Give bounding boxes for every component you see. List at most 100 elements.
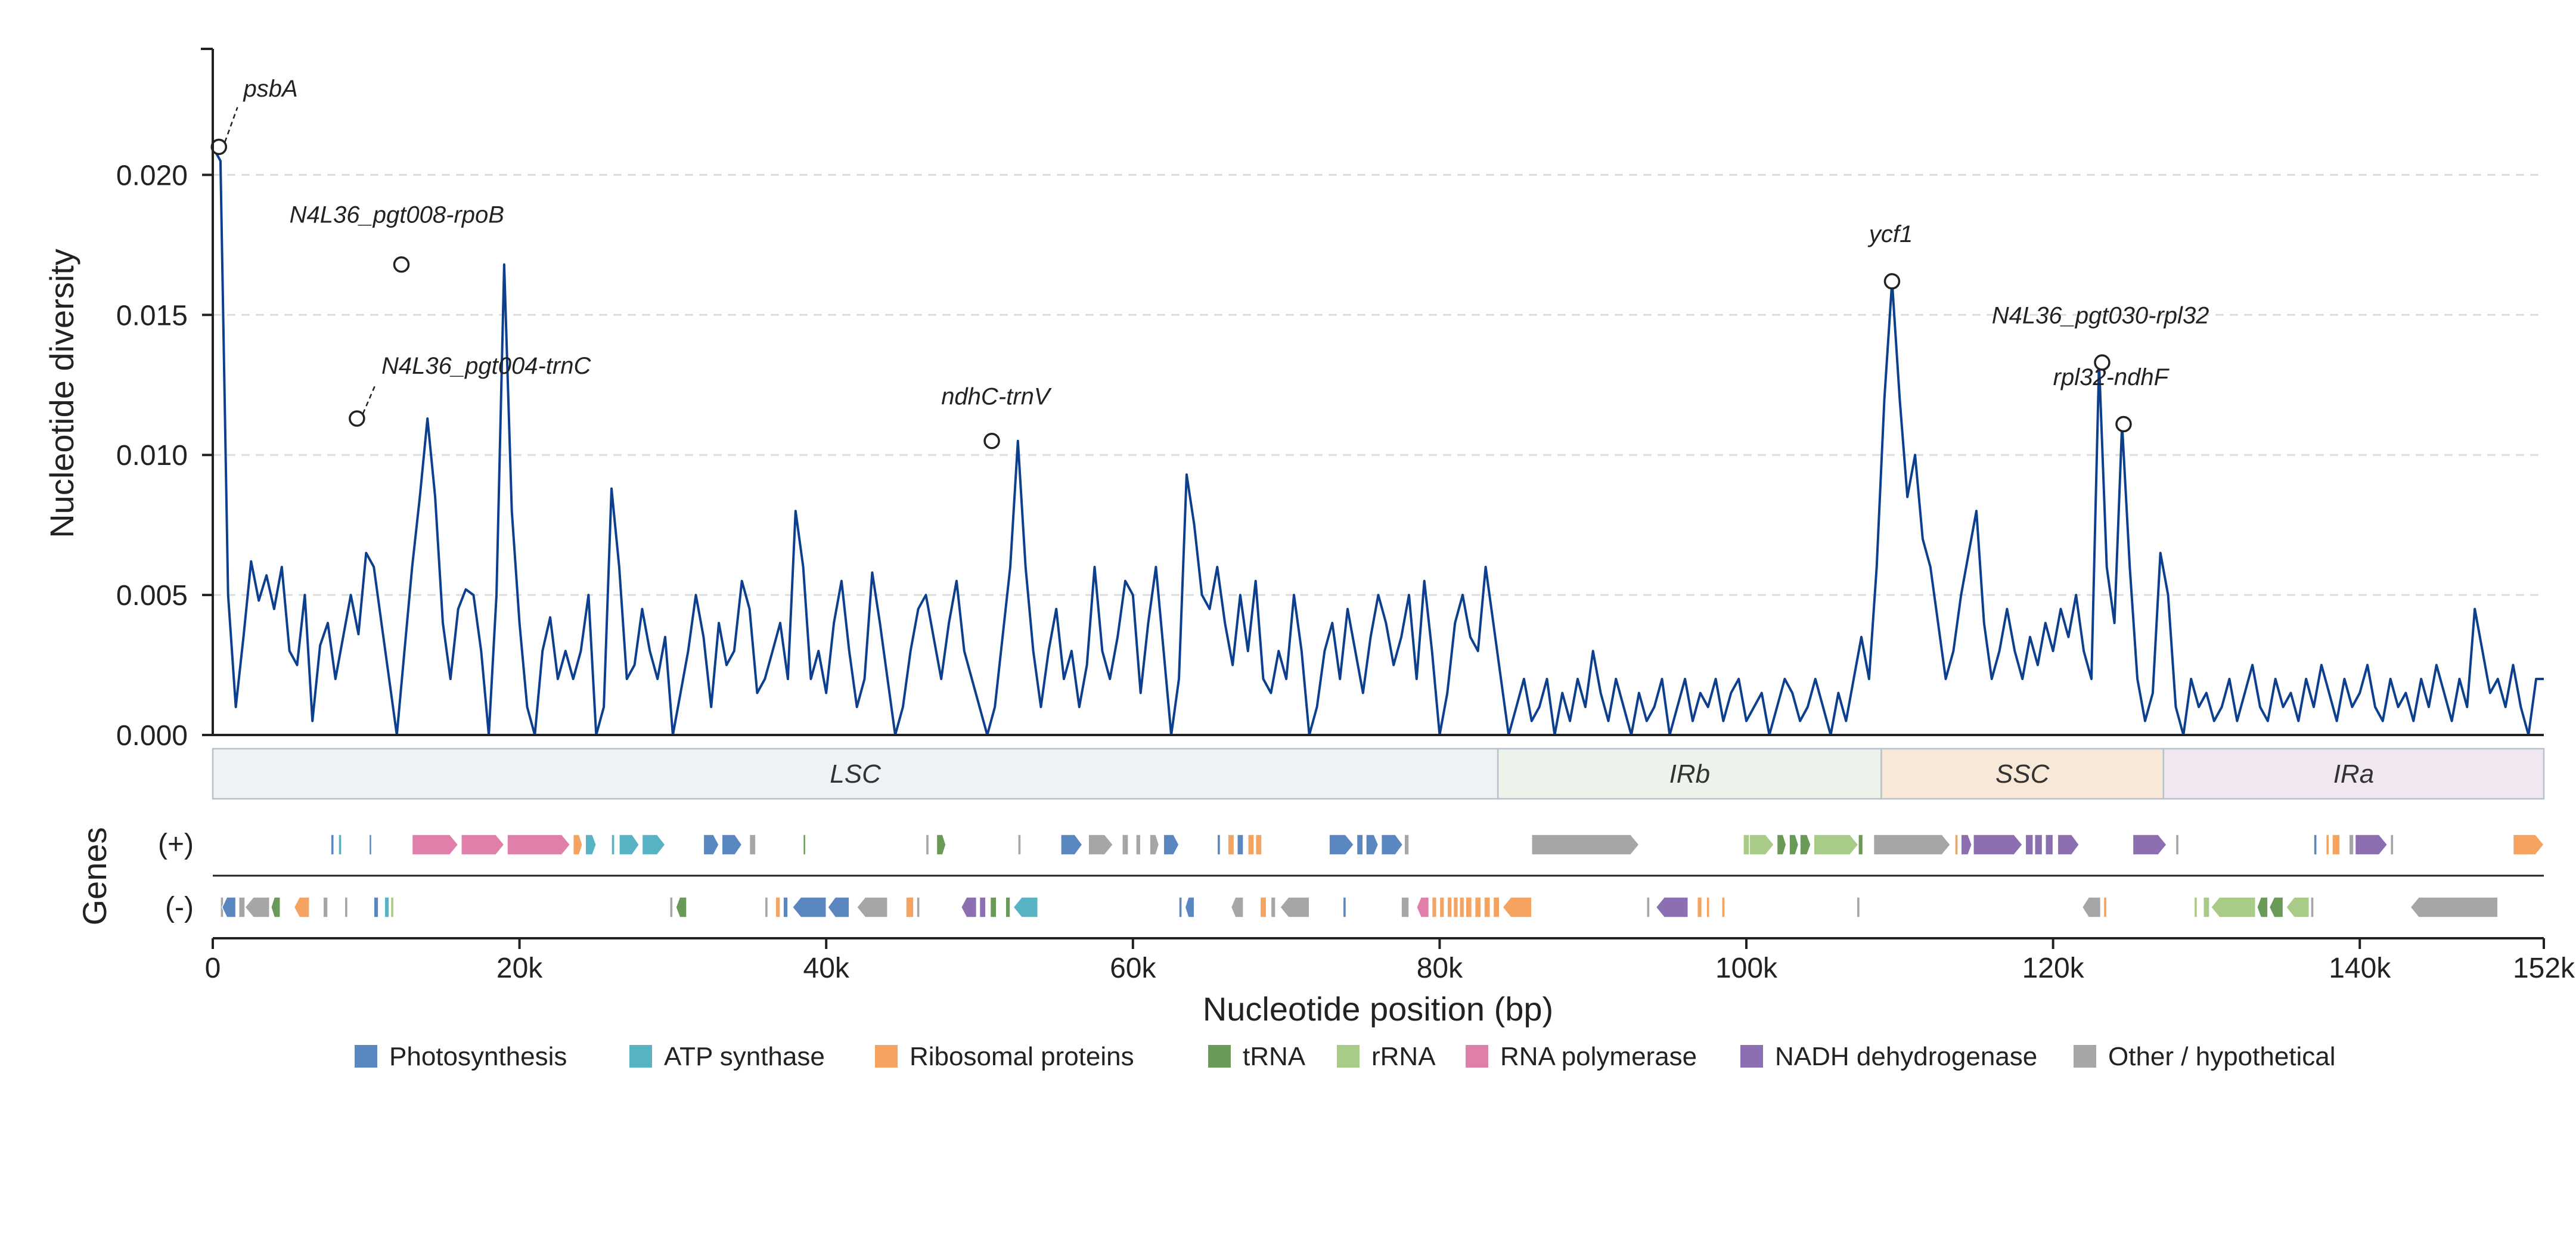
region-box	[212, 748, 1499, 800]
x-tick-label: 120k	[2022, 953, 2085, 984]
x-tick-label: 40k	[803, 953, 850, 984]
gene-plus	[338, 834, 342, 855]
y-tick-label: 0.000	[116, 720, 188, 752]
region-label: SSC	[1995, 759, 2050, 789]
gene-minus	[1459, 897, 1465, 918]
gene-minus	[827, 897, 850, 918]
gene-minus	[1270, 897, 1276, 918]
gene-minus	[2410, 897, 2499, 918]
gene-minus	[238, 897, 246, 918]
gene-minus	[856, 897, 888, 918]
gene-minus	[783, 897, 789, 918]
legend-label: RNA polymerase	[1500, 1042, 1697, 1071]
gene-minus	[2285, 897, 2310, 918]
peak-label: N4L36_pgt008-rpoB	[290, 201, 504, 228]
gene-plus	[925, 834, 930, 855]
genome-regions: LSC IRb SSC IRa	[212, 748, 2545, 800]
gene-plus	[1973, 834, 2023, 855]
gene-minus	[1230, 897, 1244, 918]
gene-plus	[1365, 834, 1379, 855]
peak-label: psbA	[243, 76, 297, 102]
legend-label: Ribosomal proteins	[910, 1042, 1134, 1071]
gene-minus	[1483, 897, 1491, 918]
gene-minus	[675, 897, 687, 918]
peak-label: rpl32-ndhF	[2053, 364, 2170, 390]
gene-minus	[1439, 897, 1445, 918]
gene-plus	[1122, 834, 1129, 855]
gene-plus	[1960, 834, 1973, 855]
gene-minus	[1856, 897, 1861, 918]
gene-minus	[1431, 897, 1438, 918]
gene-plus	[461, 834, 505, 855]
legend-label: NADH dehydrogenase	[1775, 1042, 2037, 1071]
gene-plus	[1060, 834, 1083, 855]
gene-minus	[2210, 897, 2257, 918]
gene-plus	[572, 834, 583, 855]
peak-annotations: psbA N4L36_pgt008-rpoB N4L36_pgt004-trnCnd…	[210, 76, 2209, 449]
peak-leader-line	[362, 384, 377, 414]
legend-swatch	[629, 1045, 652, 1068]
gene-minus	[960, 897, 977, 918]
peak-marker	[983, 432, 1000, 449]
peak-label: N4L36_pgt030-rpl32	[1992, 302, 2209, 328]
x-tick-label: 60k	[1110, 953, 1156, 984]
gene-plus	[936, 834, 946, 855]
peak-leader-line	[224, 107, 238, 142]
gene-plus	[585, 834, 597, 855]
gene-minus	[270, 897, 281, 918]
gene-minus	[905, 897, 914, 918]
legend-label: Other / hypothetical	[2108, 1042, 2336, 1071]
gene-minus	[989, 897, 997, 918]
gene-minus	[979, 897, 986, 918]
x-tick-label: 152k	[2513, 953, 2575, 984]
gene-plus	[1404, 834, 1410, 855]
gene-minus	[1178, 897, 1183, 918]
legend-swatch	[1208, 1045, 1231, 1068]
gene-plus	[2325, 834, 2330, 855]
gene-plus	[2025, 834, 2034, 855]
gene-plus	[1216, 834, 1221, 855]
gene-plus	[1954, 834, 1959, 855]
axes: 0.000 0.005 0.010 0.015 0.020 0 20k 40k 60k 80k 10…	[116, 48, 2575, 984]
y-tick-label: 0.005	[116, 580, 188, 612]
gene-minus	[244, 897, 270, 918]
gene-plus	[749, 834, 756, 855]
region-label: IRb	[1669, 759, 1710, 789]
peak-marker	[2115, 415, 2132, 433]
gene-minus	[1646, 897, 1650, 918]
gene-minus	[2081, 897, 2102, 918]
genes-track-title: Genes	[76, 827, 113, 926]
gene-minus	[344, 897, 349, 918]
legend-swatch	[1337, 1045, 1360, 1068]
legend-swatch	[2074, 1045, 2096, 1068]
legend-swatch	[355, 1045, 377, 1068]
strand-label-minus: (-)	[165, 892, 194, 923]
gene-plus	[802, 834, 806, 855]
gene-minus	[669, 897, 674, 918]
peak-label: ndhC-trnV	[941, 384, 1052, 410]
gene-plus	[1329, 834, 1355, 855]
gene-plus	[1776, 834, 1787, 855]
grid-lines	[213, 173, 2544, 596]
gene-plus	[1799, 834, 1811, 855]
gene-minus	[373, 897, 379, 918]
peak-label: N4L36_pgt004-trnC	[381, 353, 591, 379]
gene-minus	[1453, 897, 1459, 918]
gene-plus	[1163, 834, 1180, 855]
gene-plus	[1149, 834, 1160, 855]
gene-plus	[703, 834, 719, 855]
gene-plus	[721, 834, 743, 855]
gene-plus	[1237, 834, 1244, 855]
gene-minus	[1259, 897, 1267, 918]
peak-label: ycf1	[1867, 221, 1913, 247]
region-label: IRa	[2333, 759, 2374, 789]
gene-plus	[1873, 834, 1951, 855]
gene-minus	[2257, 897, 2268, 918]
gene-minus	[1005, 897, 1011, 918]
gene-plus	[1017, 834, 1022, 855]
gene-plus	[619, 834, 640, 855]
gene-minus	[2193, 897, 2198, 918]
legend-swatch	[875, 1045, 898, 1068]
gene-plus	[2332, 834, 2341, 855]
